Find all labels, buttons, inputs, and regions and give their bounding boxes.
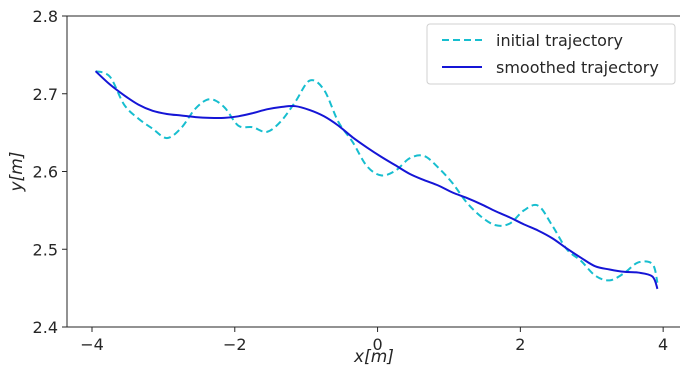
y-tick-label: 2.8 (33, 7, 58, 26)
smoothed-trajectory-line (94, 70, 659, 290)
x-tick-label: 4 (658, 335, 668, 354)
y-tick-label: 2.4 (33, 318, 58, 337)
y-tick-label: 2.5 (33, 240, 58, 259)
y-axis-label: y[m] (7, 152, 27, 193)
plot-lines (94, 70, 659, 290)
x-tick-label: 2 (515, 335, 525, 354)
x-axis-label: x[m] (353, 347, 394, 367)
y-tick-label: 2.7 (33, 85, 58, 104)
y-tick-label: 2.6 (33, 163, 58, 182)
x-tick-label: −4 (80, 335, 104, 354)
legend-box (426, 23, 676, 85)
x-tick-label: −2 (223, 335, 247, 354)
y-axis-ticks: 2.4 2.5 2.6 2.7 2.8 (33, 7, 67, 337)
legend-label-smoothed-trajectory: smoothed trajectory (496, 58, 659, 77)
initial-trajectory-line (95, 70, 659, 283)
x-axis-ticks: −4 −2 0 2 4 (80, 327, 668, 354)
legend-label-initial-trajectory: initial trajectory (496, 31, 623, 50)
legend: initial trajectory smoothed trajectory (426, 23, 676, 85)
x-tick-label: 0 (372, 335, 382, 354)
